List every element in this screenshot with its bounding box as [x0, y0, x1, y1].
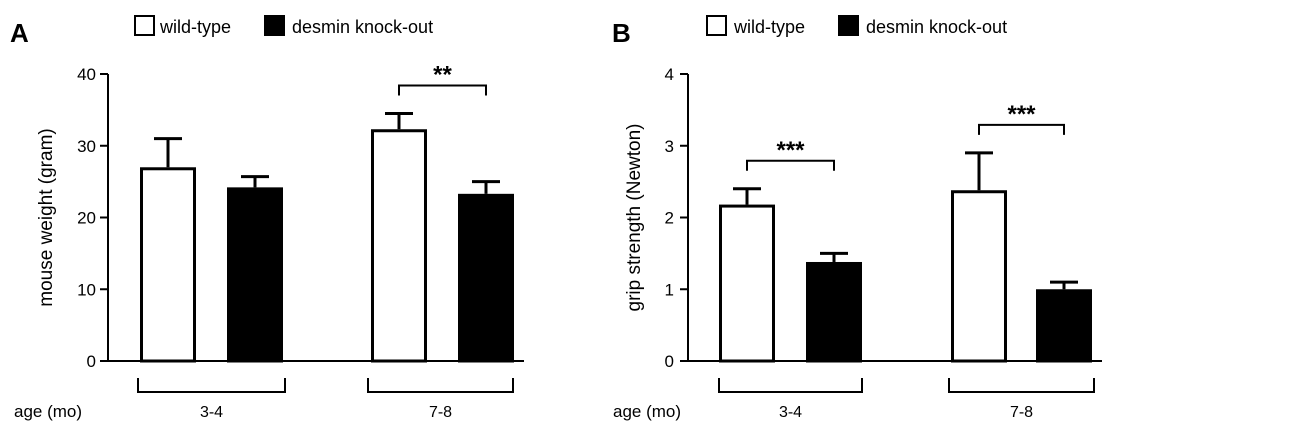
- bar-wild-type-3-4: [140, 167, 196, 363]
- legend-swatch-desmin-knock-out: [838, 15, 859, 36]
- y-tick-label: 4: [665, 65, 674, 84]
- y-tick-label: 30: [77, 137, 96, 156]
- bar-wild-type-3-4: [719, 204, 775, 363]
- y-axis-title: grip strength (Newton): [624, 124, 645, 312]
- category-bracket: [367, 378, 514, 393]
- bar-wild-type-7-8: [371, 129, 427, 363]
- significance-label: **: [433, 61, 452, 88]
- panel-label: B: [612, 18, 631, 48]
- y-tick-label: 10: [77, 280, 96, 299]
- significance-label: ***: [1007, 101, 1036, 128]
- legend-label-desmin-knock-out: desmin knock-out: [866, 17, 1007, 37]
- y-tick-label: 2: [665, 209, 674, 228]
- category-label: 3-4: [200, 404, 223, 421]
- legend-label-wild-type: wild-type: [159, 17, 231, 37]
- y-tick-label: 1: [665, 280, 674, 299]
- category-label: 3-4: [779, 404, 802, 421]
- bar-desmin-knock-out-7-8: [458, 193, 514, 363]
- y-tick-label: 0: [665, 352, 674, 371]
- category-bracket: [137, 378, 286, 393]
- legend-swatch-wild-type: [134, 15, 155, 36]
- group-axis-label: age (mo): [613, 402, 681, 421]
- y-tick-label: 3: [665, 137, 674, 156]
- y-tick-label: 0: [87, 352, 96, 371]
- bar-wild-type-7-8: [951, 190, 1007, 363]
- significance-bracket: [746, 159, 835, 171]
- significance-bracket: [398, 84, 487, 96]
- significance-bracket: [978, 123, 1065, 135]
- y-tick-label: 20: [77, 209, 96, 228]
- bar-desmin-knock-out-3-4: [227, 187, 283, 363]
- significance-label: ***: [776, 137, 805, 164]
- y-axis-title: mouse weight (gram): [36, 128, 57, 306]
- panel-label: A: [10, 18, 29, 48]
- y-tick-label: 40: [77, 65, 96, 84]
- legend-label-desmin-knock-out: desmin knock-out: [292, 17, 433, 37]
- legend-swatch-wild-type: [706, 15, 727, 36]
- category-bracket: [718, 378, 863, 393]
- group-axis-label: age (mo): [14, 402, 82, 421]
- category-label: 7-8: [429, 404, 452, 421]
- legend-label-wild-type: wild-type: [733, 17, 805, 37]
- category-label: 7-8: [1010, 404, 1033, 421]
- bar-desmin-knock-out-3-4: [806, 261, 862, 363]
- category-bracket: [948, 378, 1095, 393]
- bar-desmin-knock-out-7-8: [1036, 289, 1092, 363]
- legend-swatch-desmin-knock-out: [264, 15, 285, 36]
